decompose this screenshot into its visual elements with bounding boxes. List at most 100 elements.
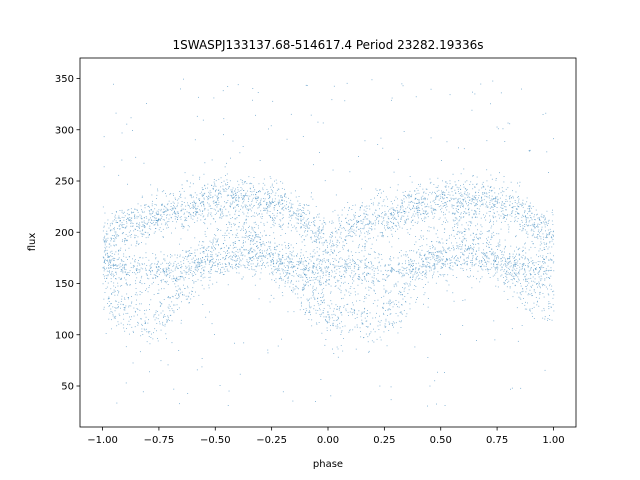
scatter-point bbox=[317, 310, 319, 311]
scatter-point bbox=[217, 190, 219, 191]
scatter-point bbox=[105, 254, 106, 256]
scatter-point bbox=[422, 201, 424, 203]
scatter-point bbox=[375, 268, 377, 270]
scatter-point bbox=[272, 190, 273, 192]
scatter-point bbox=[274, 180, 275, 182]
scatter-point bbox=[251, 194, 252, 196]
scatter-point bbox=[196, 194, 198, 196]
scatter-point bbox=[451, 198, 452, 200]
scatter-point bbox=[442, 203, 444, 204]
scatter-point bbox=[501, 254, 503, 255]
scatter-point bbox=[218, 244, 219, 246]
scatter-point bbox=[306, 219, 308, 221]
scatter-point bbox=[266, 203, 268, 205]
scatter-point bbox=[449, 265, 451, 266]
scatter-point bbox=[345, 260, 347, 262]
scatter-point bbox=[522, 206, 524, 208]
scatter-point bbox=[449, 258, 450, 260]
scatter-point bbox=[209, 259, 211, 261]
scatter-point bbox=[359, 244, 360, 246]
scatter-point bbox=[303, 212, 305, 213]
scatter-point bbox=[110, 303, 112, 305]
scatter-point bbox=[532, 225, 534, 227]
scatter-point bbox=[325, 281, 326, 283]
scatter-point bbox=[424, 265, 426, 267]
scatter-point bbox=[440, 268, 442, 269]
scatter-point bbox=[212, 197, 214, 199]
scatter-point bbox=[322, 229, 324, 231]
scatter-point bbox=[381, 205, 383, 207]
scatter-point bbox=[162, 219, 164, 221]
scatter-point bbox=[180, 194, 181, 196]
scatter-point bbox=[485, 219, 487, 221]
scatter-point bbox=[164, 258, 166, 260]
scatter-point bbox=[552, 262, 554, 264]
scatter-point bbox=[173, 264, 175, 266]
scatter-point bbox=[376, 239, 377, 241]
scatter-point bbox=[117, 222, 119, 223]
scatter-point bbox=[332, 232, 334, 234]
scatter-point bbox=[304, 231, 305, 233]
scatter-point bbox=[377, 273, 379, 274]
scatter-point bbox=[544, 226, 546, 228]
scatter-point bbox=[218, 268, 219, 270]
scatter-point bbox=[301, 301, 302, 303]
scatter-point bbox=[217, 271, 218, 273]
scatter-point bbox=[481, 260, 483, 262]
scatter-point bbox=[509, 197, 511, 199]
scatter-point bbox=[493, 259, 495, 261]
scatter-point bbox=[325, 223, 327, 225]
scatter-point bbox=[325, 320, 327, 322]
scatter-point bbox=[507, 257, 508, 259]
scatter-point bbox=[219, 192, 221, 194]
scatter-point bbox=[368, 220, 370, 222]
scatter-point bbox=[309, 277, 310, 279]
scatter-point bbox=[153, 274, 155, 276]
scatter-point bbox=[452, 229, 454, 231]
scatter-point bbox=[235, 195, 236, 197]
scatter-point bbox=[467, 248, 469, 250]
scatter-point bbox=[121, 260, 123, 262]
scatter-point bbox=[229, 256, 231, 258]
scatter-point bbox=[334, 265, 336, 267]
scatter-point bbox=[225, 202, 227, 204]
scatter-point bbox=[544, 278, 546, 280]
chart-title: 1SWASPJ133137.68-514617.4 Period 23282.1… bbox=[172, 38, 483, 52]
scatter-point bbox=[325, 240, 327, 242]
scatter-point bbox=[104, 246, 106, 248]
scatter-point bbox=[201, 202, 203, 204]
scatter-point bbox=[272, 213, 274, 214]
scatter-point bbox=[373, 270, 375, 272]
scatter-point bbox=[336, 279, 338, 281]
scatter-point bbox=[527, 213, 528, 215]
scatter-point bbox=[155, 258, 157, 260]
scatter-point bbox=[104, 244, 106, 246]
scatter-point bbox=[186, 266, 188, 268]
scatter-point bbox=[357, 222, 359, 223]
scatter-point bbox=[454, 257, 455, 259]
scatter-point bbox=[140, 232, 142, 234]
scatter-point bbox=[455, 192, 457, 194]
scatter-point bbox=[365, 259, 367, 261]
scatter-point bbox=[180, 238, 182, 240]
scatter-point bbox=[205, 187, 206, 189]
scatter-point bbox=[223, 274, 225, 275]
scatter-point bbox=[386, 221, 388, 223]
scatter-point bbox=[155, 222, 157, 224]
scatter-point bbox=[139, 303, 141, 305]
scatter-point bbox=[341, 275, 343, 277]
scatter-point bbox=[284, 241, 286, 243]
scatter-point bbox=[201, 260, 203, 262]
scatter-point bbox=[187, 204, 189, 206]
scatter-point bbox=[411, 250, 412, 251]
scatter-point bbox=[506, 286, 508, 288]
scatter-point bbox=[413, 265, 414, 266]
scatter-point bbox=[514, 219, 516, 221]
scatter-point bbox=[477, 223, 478, 225]
scatter-point bbox=[509, 214, 511, 216]
scatter-point bbox=[464, 231, 465, 232]
scatter-point bbox=[279, 201, 281, 203]
scatter-point bbox=[488, 241, 490, 243]
scatter-point bbox=[387, 275, 389, 277]
scatter-point bbox=[475, 204, 477, 206]
